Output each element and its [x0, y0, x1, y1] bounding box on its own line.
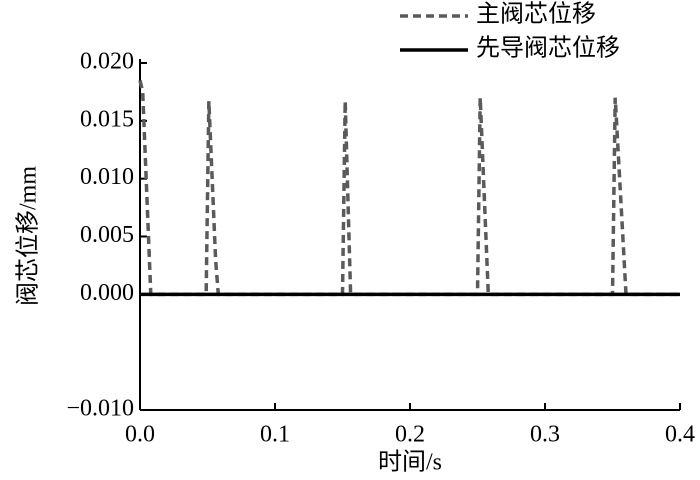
y-axis-label: 阀芯位移/mm — [15, 166, 42, 306]
x-tick-label: 0.2 — [395, 422, 425, 448]
y-tick-label: 0.020 — [80, 49, 134, 75]
y-tick-label: 0.015 — [80, 106, 134, 132]
legend-label: 主阀芯位移 — [476, 1, 596, 28]
legend-label: 先导阀芯位移 — [476, 35, 620, 62]
x-axis-label: 时间/s — [378, 449, 442, 476]
x-tick-label: 0.0 — [125, 422, 155, 448]
y-tick-label: 0.010 — [80, 164, 134, 190]
y-tick-label: −0.010 — [66, 396, 134, 422]
y-tick-label: 0.005 — [80, 222, 134, 248]
x-tick-label: 0.3 — [530, 422, 560, 448]
x-tick-label: 0.4 — [665, 422, 695, 448]
y-tick-label: 0.000 — [80, 280, 134, 306]
series-line — [138, 79, 680, 297]
x-tick-label: 0.1 — [260, 422, 290, 448]
